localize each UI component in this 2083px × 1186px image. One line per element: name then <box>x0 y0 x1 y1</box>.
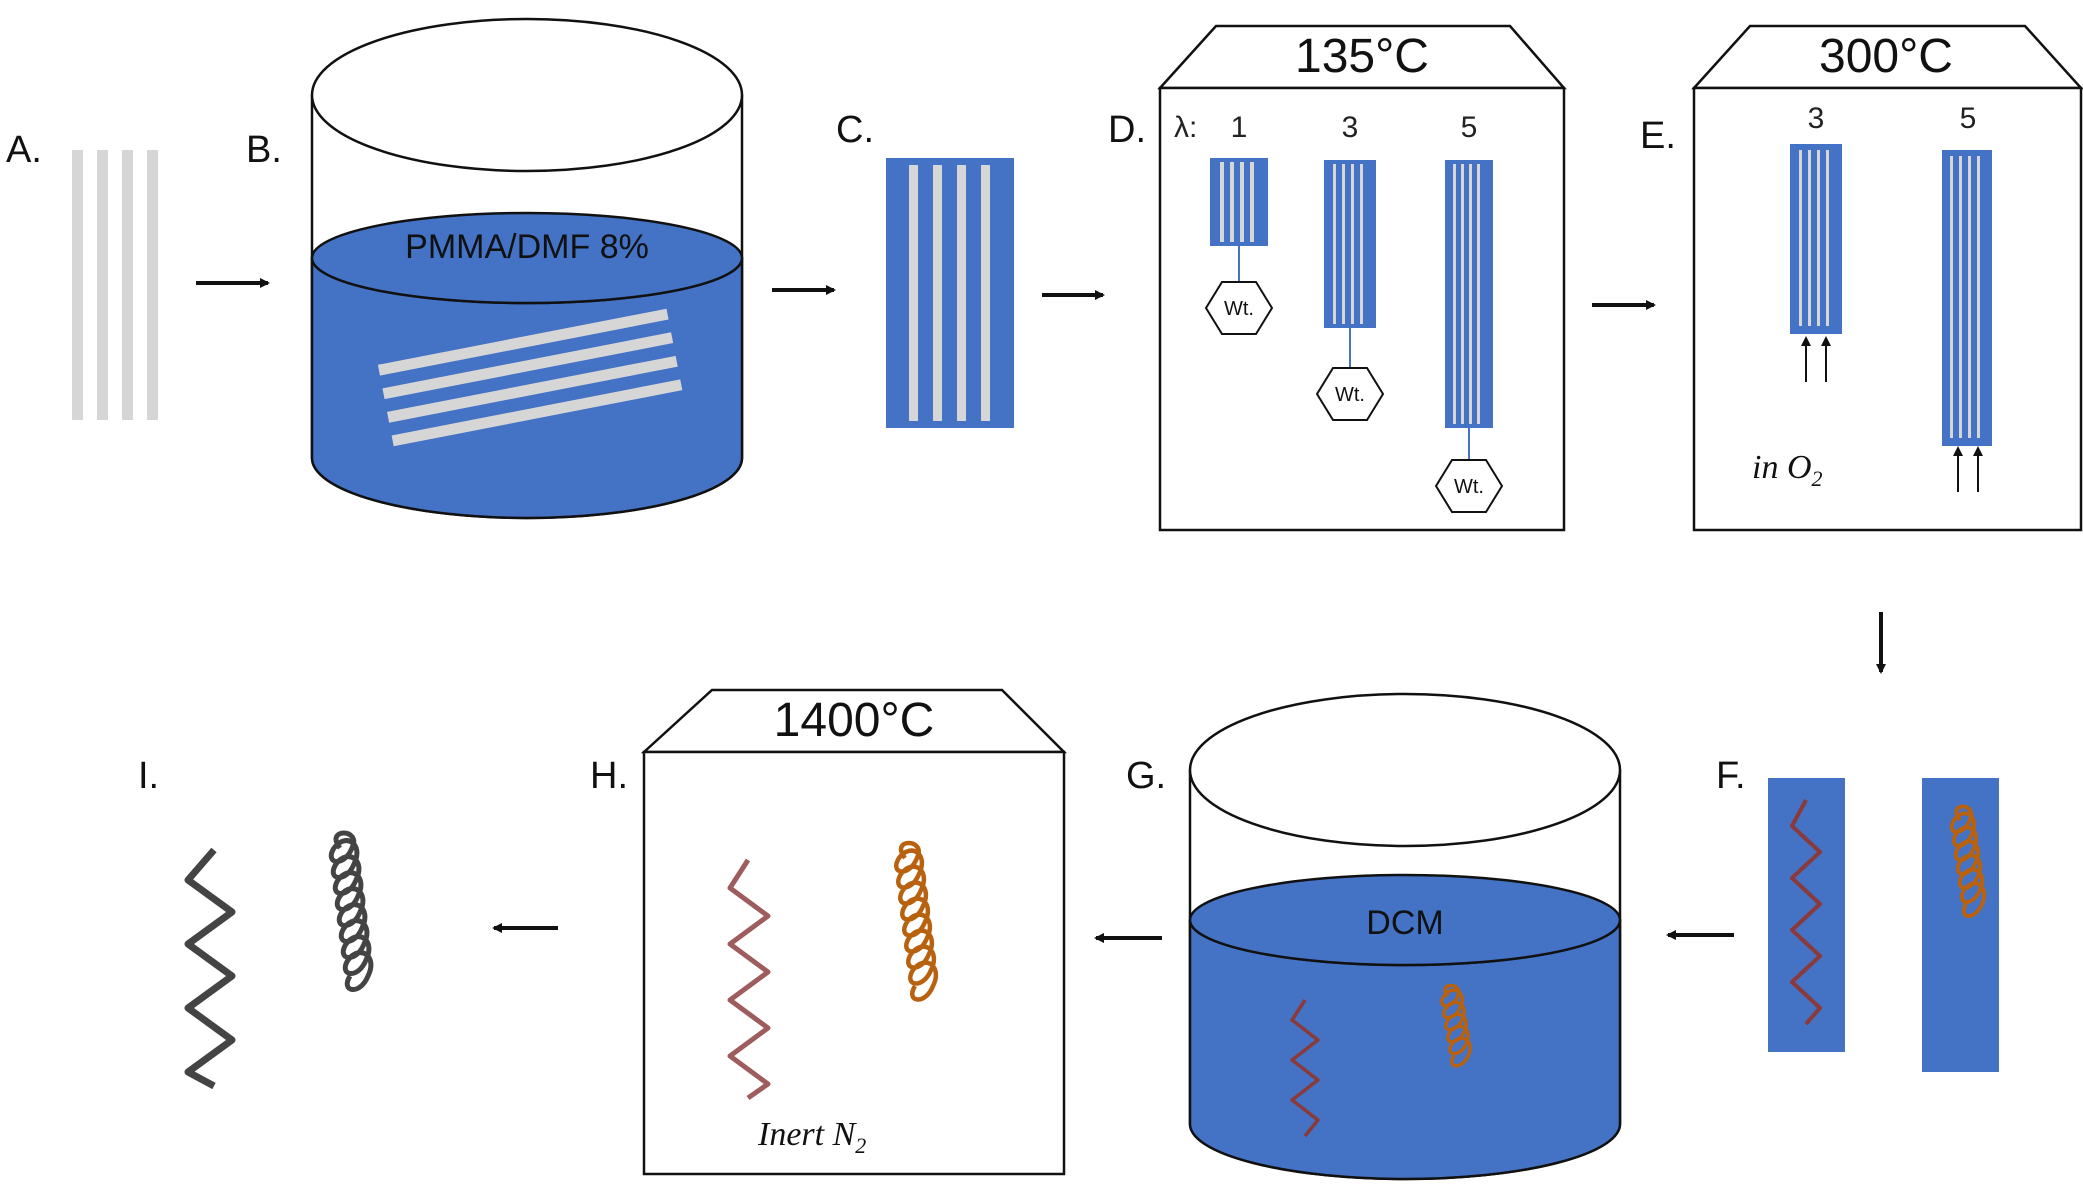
weight-hexagon <box>1315 367 1385 421</box>
oven-d-temperature: 135°C <box>1295 30 1429 83</box>
solution-surface <box>310 211 744 305</box>
atmosphere-o2: in O2 <box>1752 449 1823 491</box>
step-h-label: H. <box>590 755 628 797</box>
beaker-pmma-dmf: PMMA/DMF 8% <box>310 17 744 520</box>
coiled-bundle-5 <box>1922 778 1999 1072</box>
weight-label: Wt. <box>1454 476 1484 498</box>
fiber <box>122 150 133 420</box>
bath-b-label: PMMA/DMF 8% <box>405 228 649 266</box>
step-e-label: E. <box>1640 115 1676 157</box>
step-d: D. 135°C λ: 1 3 5 Wt. <box>1108 24 1567 532</box>
beaker-rim <box>1188 692 1622 848</box>
beaker-dcm: DCM <box>1188 692 1622 1181</box>
fiber <box>97 150 108 420</box>
step-i-label: I. <box>138 755 159 797</box>
draw-ratio-1: 1 <box>1231 111 1248 144</box>
oven-body <box>642 750 1066 1176</box>
step-g: G. DCM <box>1126 692 1622 1181</box>
oven-d: 135°C λ: 1 3 5 Wt. <box>1157 24 1567 532</box>
beaker-rim <box>310 17 744 173</box>
zigzag-coil <box>727 858 771 1101</box>
oven-body <box>1692 86 2083 532</box>
step-i: I. <box>138 755 374 1090</box>
draw-ratio-3: 3 <box>1342 111 1359 144</box>
step-f: F. <box>1716 755 1999 1072</box>
step-a-label: A. <box>6 129 42 171</box>
step-b-label: B. <box>246 129 282 171</box>
fiber <box>933 165 942 421</box>
fiber <box>909 165 918 421</box>
weight-hexagon <box>1204 281 1274 335</box>
oven-h-temperature: 1400°C <box>774 694 935 747</box>
step-h: H. 1400°C Inert N2 <box>590 688 1068 1176</box>
weight-label: Wt. <box>1335 384 1365 406</box>
oven-e: 300°C 3 5 in O2 <box>1691 24 2083 532</box>
step-c-label: C. <box>836 109 874 151</box>
loop-coil <box>894 840 939 1002</box>
solution-surface <box>1188 873 1622 967</box>
loop-coil <box>1440 983 1472 1068</box>
submerged-fibers <box>377 308 683 447</box>
stabilized-bundle-3 <box>1790 144 1842 382</box>
zigzag-coil <box>1790 799 1822 1026</box>
zigzag-coil <box>1290 999 1320 1138</box>
step-b: B. PMMA/DMF 8% <box>246 17 744 520</box>
step-c: C. <box>836 109 1014 428</box>
zigzag-carbon-coil <box>184 847 236 1090</box>
weight-hexagon <box>1434 459 1504 513</box>
draw-ratio-5: 5 <box>1960 102 1977 135</box>
fiber <box>981 165 990 421</box>
step-f-label: F. <box>1716 755 1746 797</box>
lambda-label: λ: <box>1174 111 1197 144</box>
drawn-bundle-3: Wt. <box>1315 160 1385 421</box>
weight-label: Wt. <box>1224 298 1254 320</box>
loop-carbon-coil <box>328 830 374 992</box>
oven-e-temperature: 300°C <box>1819 30 1953 83</box>
step-e: E. 300°C 3 5 <box>1640 24 2083 532</box>
step-d-label: D. <box>1108 109 1146 151</box>
drawn-bundle-1: Wt. <box>1204 158 1274 335</box>
fiber <box>72 150 83 420</box>
oven-h: 1400°C Inert N2 <box>640 688 1068 1176</box>
atmosphere-n2: Inert N2 <box>757 1116 866 1158</box>
draw-ratio-5: 5 <box>1461 111 1478 144</box>
bath-g-label: DCM <box>1366 904 1443 942</box>
loop-coil <box>1950 804 1986 918</box>
stabilized-bundle-5 <box>1942 150 1992 492</box>
fiber <box>147 150 158 420</box>
fiber <box>957 165 966 421</box>
draw-ratio-3: 3 <box>1808 102 1825 135</box>
coated-bundle <box>886 158 1014 428</box>
step-g-label: G. <box>1126 755 1166 797</box>
step-a: A. <box>6 129 158 420</box>
drawn-bundle-5: Wt. <box>1434 160 1504 513</box>
